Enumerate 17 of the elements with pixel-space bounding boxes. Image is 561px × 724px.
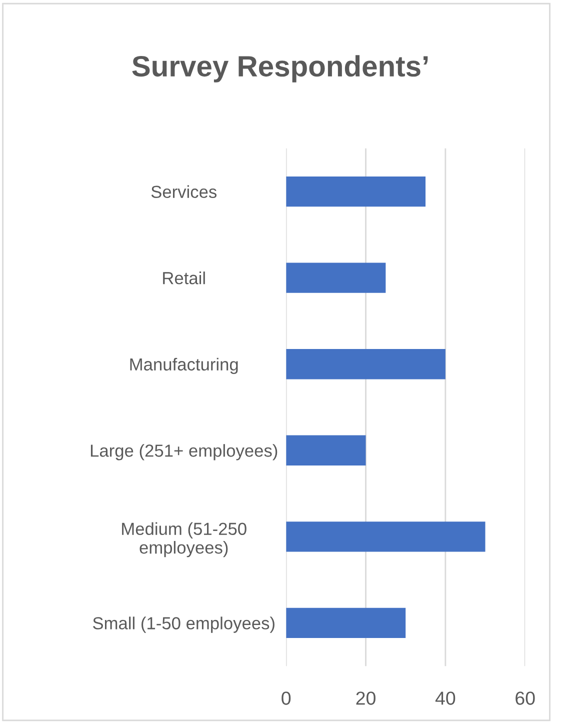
y-tick-label: Medium (51-250 employees) (122, 522, 246, 558)
x-tick-label: 20 (356, 692, 376, 705)
y-tick-label: Small (1-50 employees) (92, 616, 274, 633)
x-tick-label: 60 (516, 692, 535, 705)
bar (286, 522, 486, 552)
y-tick-label: Large (251+ employees) (90, 444, 278, 460)
x-tick-label: 0 (282, 692, 291, 705)
y-tick-label: Services (151, 185, 217, 198)
bar (286, 435, 366, 466)
bar (286, 349, 446, 380)
y-tick-label: Manufacturing (130, 358, 238, 374)
bar (286, 608, 406, 638)
chart-title: Survey Respondents’ (132, 55, 428, 82)
y-tick-label: Retail (163, 272, 205, 284)
x-tick-label: 40 (435, 692, 456, 705)
bar (286, 176, 426, 207)
bar (286, 262, 386, 293)
